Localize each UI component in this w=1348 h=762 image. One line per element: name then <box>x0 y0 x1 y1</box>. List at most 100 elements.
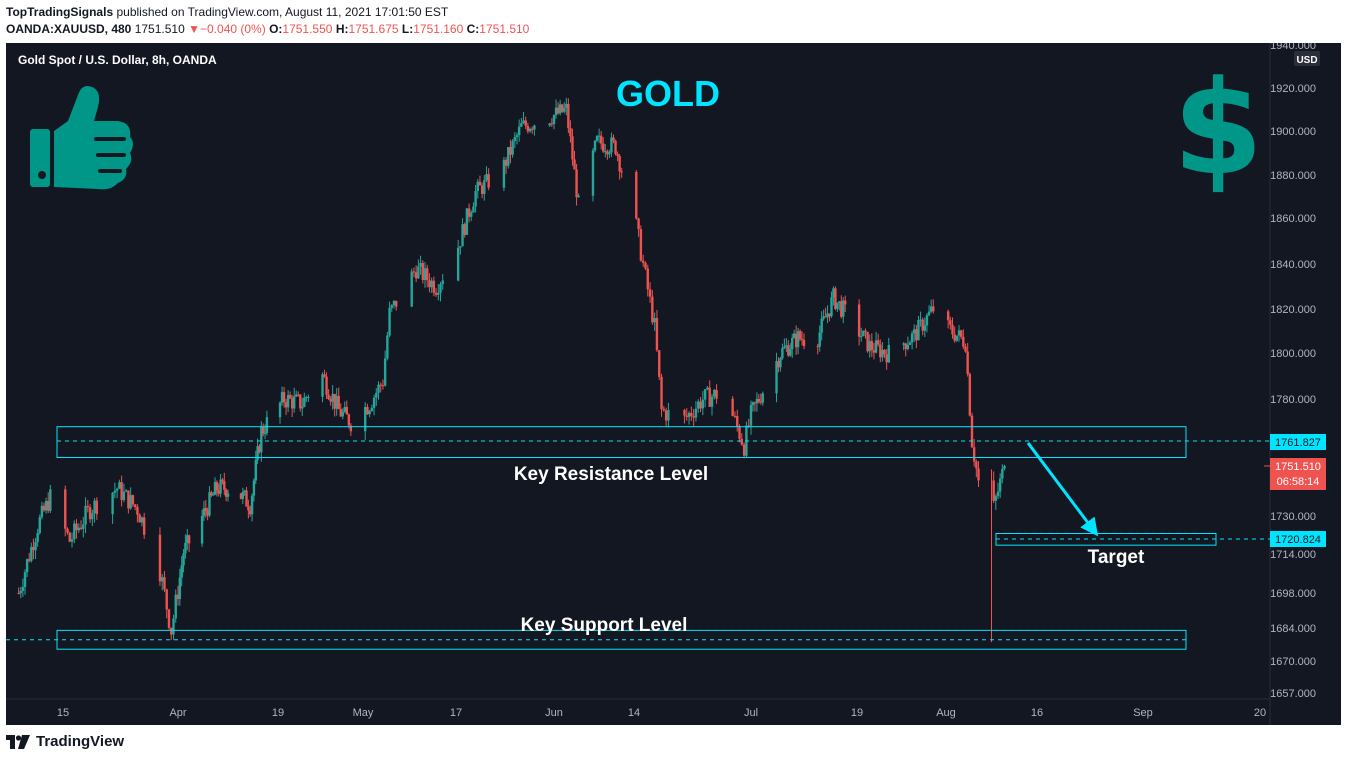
candle-body-up <box>591 150 595 196</box>
published-text: published on TradingView.com, August 11,… <box>116 5 449 19</box>
candle-body-up <box>593 140 597 151</box>
candle-body-down <box>434 292 438 295</box>
candle-body-up <box>30 546 33 561</box>
candle-body-down <box>170 627 173 635</box>
candle-body-up <box>280 392 284 403</box>
candle-body-down <box>504 159 508 166</box>
candle-body-down <box>524 120 527 126</box>
candle-body-up <box>305 397 308 399</box>
candle-body-down <box>685 415 688 417</box>
chart-canvas[interactable]: 1940.000 1920.000 1900.000 1880.000 1860.000… <box>6 43 1341 725</box>
candle-body-up <box>182 553 185 566</box>
candle-body-up <box>364 407 367 432</box>
candle-body-down <box>467 208 471 217</box>
candle-body-up <box>470 212 473 217</box>
annotation-labels: Key Resistance Level Key Support Level T… <box>514 464 1145 636</box>
candle-body-down <box>432 280 436 293</box>
candle-body-down <box>715 389 718 399</box>
candle-body-down <box>635 171 638 219</box>
candle-body-down <box>550 123 554 125</box>
chart-panel[interactable]: 1940.000 1920.000 1900.000 1880.000 1860.000… <box>6 43 1341 725</box>
candle-body-up <box>211 494 215 496</box>
candle-body-down <box>323 374 326 377</box>
candle-body-up <box>994 496 998 501</box>
candle-body-up <box>577 195 580 198</box>
candle-body-down <box>759 401 763 403</box>
candle-body-up <box>208 492 211 516</box>
candle-body-up <box>91 513 94 520</box>
candle-body-up <box>710 396 714 407</box>
candle-body-down <box>816 346 819 348</box>
candle-body-down <box>648 289 652 297</box>
footer-bar <box>0 725 1348 762</box>
time-tick-label: Jun <box>545 707 563 719</box>
candle-body-down <box>992 480 995 501</box>
candle-body-down <box>747 425 750 427</box>
candle-body-up <box>368 411 371 415</box>
high-value: 1751.675 <box>348 22 399 36</box>
candle-body-up <box>565 103 568 108</box>
candle-body-up <box>36 532 39 542</box>
candle-body-up <box>419 263 422 267</box>
candle-body-up <box>465 208 469 235</box>
candle-body-down <box>167 609 171 628</box>
candle-body-down <box>879 344 882 358</box>
candle-body-down <box>949 320 952 325</box>
candle-body-up <box>34 541 37 551</box>
candle-body-down <box>561 104 564 112</box>
candle-body-up <box>923 325 927 331</box>
candle-body-down <box>699 401 702 409</box>
candle-body-down <box>526 125 530 132</box>
candle-body-up <box>887 344 890 363</box>
candle-body-up <box>307 396 310 398</box>
candle-body-down <box>261 426 265 434</box>
candle-body-up <box>377 384 380 393</box>
last-price: 1751.510 <box>134 22 185 36</box>
candle-body-down <box>282 392 286 403</box>
time-tick-label: 16 <box>1031 707 1043 719</box>
candle-body-down <box>88 507 92 520</box>
candle-body-up <box>597 135 601 137</box>
candle-body-down <box>509 147 512 155</box>
candle-body-down <box>802 340 806 347</box>
candle-body-up <box>180 565 183 578</box>
candle-body-down <box>915 329 918 341</box>
candle-body-down <box>138 514 141 523</box>
candle-body-up <box>513 137 516 142</box>
low-value: 1751.160 <box>413 22 464 36</box>
candle-body-down <box>757 398 761 402</box>
open-value: 1751.550 <box>282 22 333 36</box>
candle-body-up <box>254 459 257 481</box>
high-label: H: <box>335 22 349 36</box>
candle-body-up <box>820 318 823 333</box>
candle-body-down <box>620 171 623 173</box>
candle-body-up <box>836 302 839 309</box>
candle-body-down <box>158 534 162 582</box>
candle-body-down <box>163 577 166 590</box>
candle-body-up <box>483 180 486 194</box>
low-label: L: <box>401 22 414 36</box>
candle-body-up <box>256 446 259 460</box>
candle-body-up <box>910 333 914 343</box>
price-tick-label: 1684.000 <box>1270 623 1316 635</box>
candle-body-up <box>785 345 788 347</box>
candle-body-down <box>567 103 570 129</box>
candle-body-up <box>140 517 144 523</box>
candle-body-down <box>655 318 659 351</box>
publisher-name[interactable]: TopTradingSignals <box>6 5 114 19</box>
time-axis: 15 Apr 19 May 17 Jun 14 Jul 19 Aug 16 Sep 20 <box>57 707 1266 719</box>
candle-body-down <box>844 300 847 305</box>
candle-body-down <box>381 385 385 387</box>
candle-body-down <box>217 490 220 494</box>
candle-body-down <box>798 331 802 339</box>
candle-body-down <box>834 288 837 309</box>
symbol-label: OANDA:XAUUSD, 480 <box>6 22 132 36</box>
bar-countdown-text: 06:58:14 <box>1277 476 1320 488</box>
footer-brand[interactable]: TradingView <box>36 733 125 750</box>
candle-body-down <box>932 306 935 312</box>
candle-body-down <box>857 304 861 337</box>
candle-body-up <box>755 398 759 404</box>
close-value: 1751.510 <box>479 22 530 36</box>
candle-body-up <box>706 387 709 390</box>
candle-body-up <box>129 495 132 509</box>
